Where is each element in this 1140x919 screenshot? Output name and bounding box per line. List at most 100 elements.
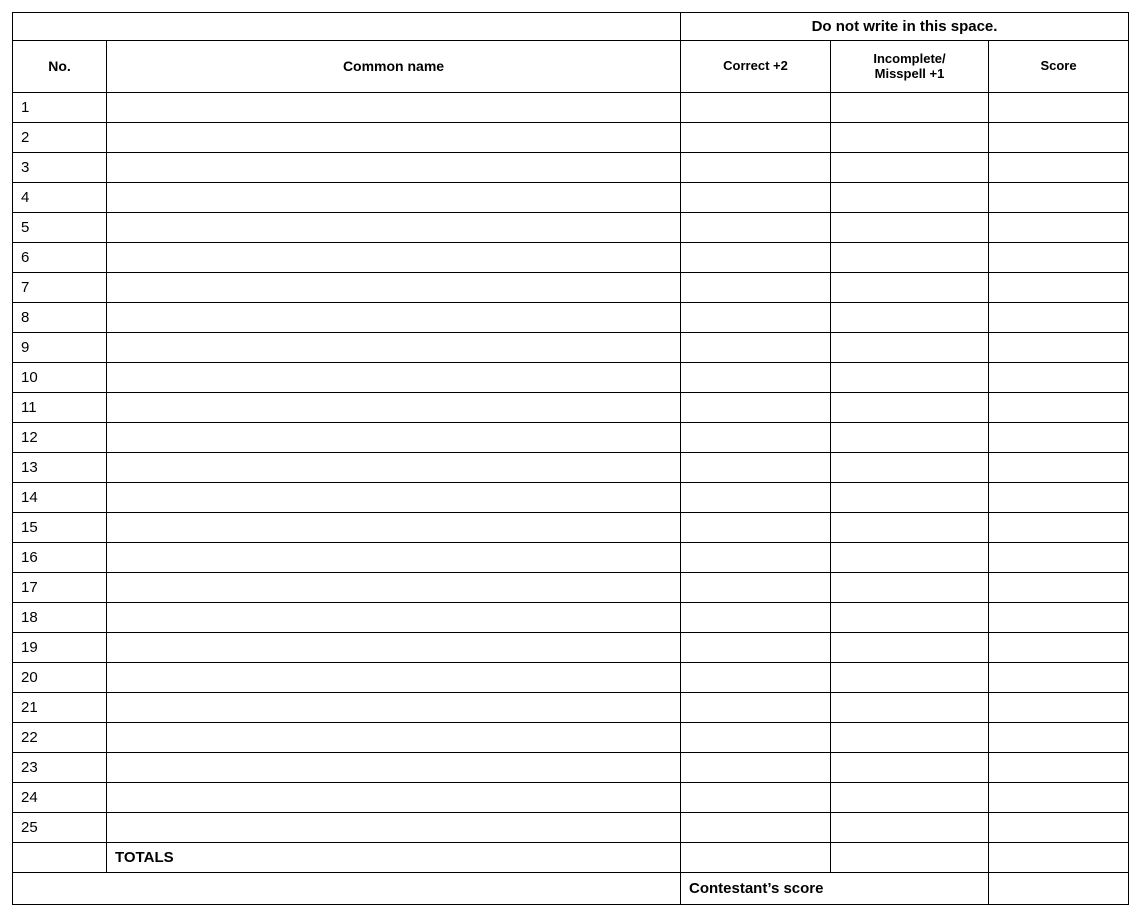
cell-incomplete xyxy=(831,633,989,663)
cell-common-name xyxy=(107,753,681,783)
cell-common-name xyxy=(107,213,681,243)
table-row: 14 xyxy=(13,483,1129,513)
cell-no: 14 xyxy=(13,483,107,513)
cell-common-name xyxy=(107,783,681,813)
table-row: 9 xyxy=(13,333,1129,363)
table-row: 12 xyxy=(13,423,1129,453)
header-score: Score xyxy=(989,41,1129,93)
cell-common-name xyxy=(107,543,681,573)
cell-score xyxy=(989,273,1129,303)
cell-correct xyxy=(681,693,831,723)
cell-no: 12 xyxy=(13,423,107,453)
table-row: 22 xyxy=(13,723,1129,753)
table-row: 5 xyxy=(13,213,1129,243)
cell-correct xyxy=(681,243,831,273)
cell-no: 17 xyxy=(13,573,107,603)
cell-score xyxy=(989,633,1129,663)
table-row: 4 xyxy=(13,183,1129,213)
cell-common-name xyxy=(107,363,681,393)
footer-blank xyxy=(13,873,681,905)
cell-no: 16 xyxy=(13,543,107,573)
cell-correct xyxy=(681,273,831,303)
cell-no: 7 xyxy=(13,273,107,303)
table-row: 10 xyxy=(13,363,1129,393)
cell-score xyxy=(989,783,1129,813)
cell-common-name xyxy=(107,153,681,183)
table-row: 2 xyxy=(13,123,1129,153)
cell-incomplete xyxy=(831,663,989,693)
table-row: 18 xyxy=(13,603,1129,633)
table-row: 24 xyxy=(13,783,1129,813)
table-row: 23 xyxy=(13,753,1129,783)
totals-score xyxy=(989,843,1129,873)
cell-score xyxy=(989,573,1129,603)
cell-no: 19 xyxy=(13,633,107,663)
cell-common-name xyxy=(107,303,681,333)
cell-score xyxy=(989,483,1129,513)
cell-correct xyxy=(681,423,831,453)
cell-score xyxy=(989,303,1129,333)
cell-no: 22 xyxy=(13,723,107,753)
cell-common-name xyxy=(107,423,681,453)
table-row: 17 xyxy=(13,573,1129,603)
cell-incomplete xyxy=(831,573,989,603)
table-row: 13 xyxy=(13,453,1129,483)
cell-common-name xyxy=(107,813,681,843)
cell-score xyxy=(989,753,1129,783)
cell-common-name xyxy=(107,183,681,213)
cell-incomplete xyxy=(831,123,989,153)
header-correct: Correct +2 xyxy=(681,41,831,93)
table-row: 16 xyxy=(13,543,1129,573)
cell-incomplete xyxy=(831,723,989,753)
table-row: 25 xyxy=(13,813,1129,843)
cell-score xyxy=(989,363,1129,393)
table-row: 6 xyxy=(13,243,1129,273)
cell-common-name xyxy=(107,453,681,483)
cell-score xyxy=(989,453,1129,483)
cell-incomplete xyxy=(831,423,989,453)
cell-common-name xyxy=(107,243,681,273)
cell-score xyxy=(989,213,1129,243)
header-top-blank xyxy=(13,13,681,41)
cell-score xyxy=(989,663,1129,693)
cell-common-name xyxy=(107,333,681,363)
cell-no: 23 xyxy=(13,753,107,783)
cell-correct xyxy=(681,543,831,573)
cell-no: 9 xyxy=(13,333,107,363)
cell-correct xyxy=(681,153,831,183)
cell-common-name xyxy=(107,723,681,753)
cell-no: 13 xyxy=(13,453,107,483)
cell-no: 10 xyxy=(13,363,107,393)
scoring-table: Do not write in this space. No. Common n… xyxy=(12,12,1129,905)
cell-incomplete xyxy=(831,483,989,513)
header-row-top: Do not write in this space. xyxy=(13,13,1129,41)
cell-incomplete xyxy=(831,213,989,243)
cell-correct xyxy=(681,453,831,483)
cell-incomplete xyxy=(831,543,989,573)
table-row: 8 xyxy=(13,303,1129,333)
cell-correct xyxy=(681,813,831,843)
cell-score xyxy=(989,543,1129,573)
header-top-right: Do not write in this space. xyxy=(681,13,1129,41)
cell-incomplete xyxy=(831,363,989,393)
cell-incomplete xyxy=(831,603,989,633)
table-row: 1 xyxy=(13,93,1129,123)
cell-score xyxy=(989,123,1129,153)
footer-row: Contestant’s score xyxy=(13,873,1129,905)
cell-common-name xyxy=(107,663,681,693)
cell-score xyxy=(989,723,1129,753)
cell-common-name xyxy=(107,513,681,543)
cell-no: 1 xyxy=(13,93,107,123)
cell-common-name xyxy=(107,573,681,603)
cell-correct xyxy=(681,633,831,663)
cell-correct xyxy=(681,363,831,393)
cell-no: 18 xyxy=(13,603,107,633)
cell-incomplete xyxy=(831,813,989,843)
cell-no: 8 xyxy=(13,303,107,333)
table-row: 7 xyxy=(13,273,1129,303)
cell-no: 2 xyxy=(13,123,107,153)
cell-correct xyxy=(681,183,831,213)
cell-common-name xyxy=(107,123,681,153)
totals-row: TOTALS xyxy=(13,843,1129,873)
table-row: 20 xyxy=(13,663,1129,693)
